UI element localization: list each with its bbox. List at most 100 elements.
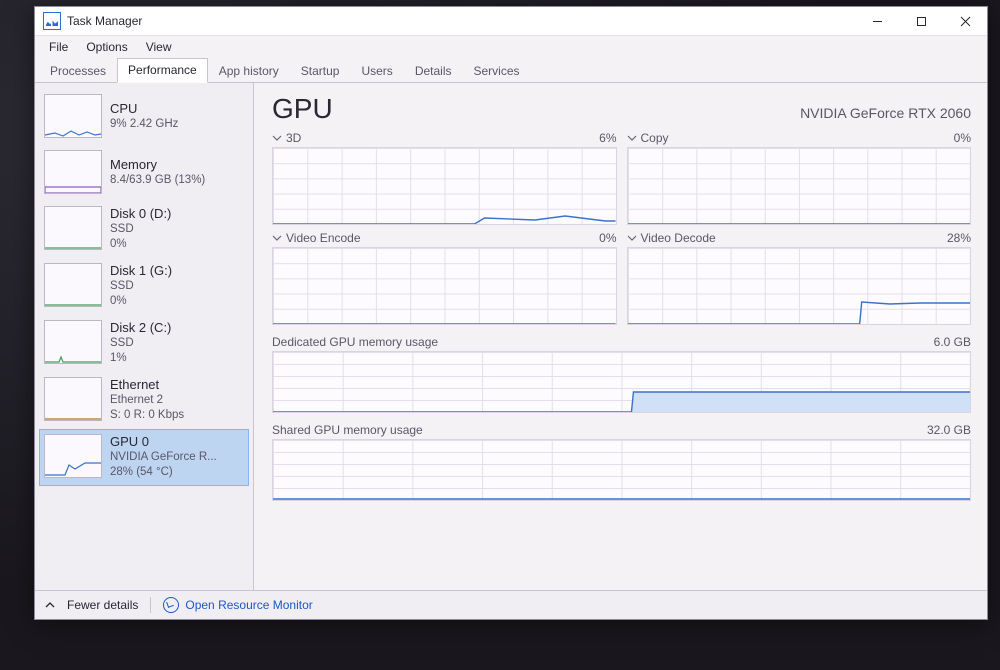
- sidebar-text: Disk 2 (C:)SSD1%: [110, 320, 171, 365]
- sidebar-item-line1: Ethernet 2: [110, 393, 184, 407]
- sidebar-item-cpu[interactable]: CPU9% 2.42 GHz: [39, 89, 249, 145]
- desktop-background: Task Manager File Options View Processes…: [0, 0, 1000, 670]
- sidebar-item-line1: 8.4/63.9 GB (13%): [110, 173, 205, 187]
- chart-grid: 3D6% Copy 0% Video Encode 0% Video Decode 28%: [272, 129, 971, 325]
- sidebar-text: CPU9% 2.42 GHz: [110, 94, 178, 138]
- chart-value: 0%: [954, 131, 971, 145]
- chart-label: Video Decode: [641, 231, 716, 245]
- chevron-down-icon[interactable]: [272, 233, 282, 243]
- chart-value: 0%: [599, 231, 616, 245]
- sidebar-text: Disk 0 (D:)SSD0%: [110, 206, 171, 251]
- tab-details[interactable]: Details: [404, 59, 463, 83]
- wide-charts: Dedicated GPU memory usage6.0 GBShared G…: [272, 325, 971, 501]
- chevron-down-icon[interactable]: [627, 233, 637, 243]
- footer: Fewer details Open Resource Monitor: [35, 590, 987, 619]
- chevron-down-icon[interactable]: [627, 133, 637, 143]
- sidebar-item-disk-1-g-[interactable]: Disk 1 (G:)SSD0%: [39, 258, 249, 315]
- sidebar-item-line1: NVIDIA GeForce R...: [110, 450, 217, 464]
- chart-video-encode[interactable]: Video Encode 0%: [272, 229, 617, 325]
- sidebar-text: GPU 0NVIDIA GeForce R...28% (54 °C): [110, 434, 217, 479]
- sidebar-item-line2: 0%: [110, 237, 171, 251]
- open-resource-monitor-link[interactable]: Open Resource Monitor: [163, 597, 312, 613]
- minimize-icon: [872, 16, 883, 27]
- menu-options[interactable]: Options: [78, 38, 135, 56]
- task-manager-window: Task Manager File Options View Processes…: [34, 6, 988, 620]
- sidebar-thumb: [44, 320, 102, 364]
- main-panel: GPU NVIDIA GeForce RTX 2060 3D6%Copy0%Vi…: [254, 83, 987, 590]
- tab-services[interactable]: Services: [463, 59, 531, 83]
- chart-copy[interactable]: Copy 0%: [627, 129, 972, 225]
- sidebar-item-title: CPU: [110, 101, 178, 117]
- chart-max: 32.0 GB: [927, 423, 971, 437]
- sidebar-thumb: [44, 377, 102, 421]
- chart-canvas: [272, 247, 617, 325]
- sidebar-thumb: [44, 206, 102, 250]
- sidebar-item-disk-2-c-[interactable]: Disk 2 (C:)SSD1%: [39, 315, 249, 372]
- sidebar-item-title: Memory: [110, 157, 205, 173]
- chart-shared-gpu-memory-usage: Shared GPU memory usage 32.0 GB: [272, 421, 971, 501]
- maximize-icon: [916, 16, 927, 27]
- sidebar-item-title: Disk 0 (D:): [110, 206, 171, 222]
- close-icon: [960, 16, 971, 27]
- menubar: File Options View: [35, 36, 987, 58]
- resource-monitor-icon: [163, 597, 179, 613]
- body: CPU9% 2.42 GHz Memory8.4/63.9 GB (13%) Dis…: [35, 83, 987, 590]
- chart-label: Copy: [641, 131, 669, 145]
- titlebar[interactable]: Task Manager: [35, 7, 987, 36]
- chart-label: Shared GPU memory usage: [272, 423, 423, 437]
- close-button[interactable]: [943, 7, 987, 35]
- chevron-down-icon[interactable]: [272, 133, 282, 143]
- sidebar-item-line1: 9% 2.42 GHz: [110, 117, 178, 131]
- page-title: GPU: [272, 93, 333, 125]
- main-header: GPU NVIDIA GeForce RTX 2060: [272, 93, 971, 125]
- chevron-up-icon[interactable]: [45, 600, 55, 610]
- sidebar-item-line2: 28% (54 °C): [110, 465, 217, 479]
- sidebar-item-gpu-0[interactable]: GPU 0NVIDIA GeForce R...28% (54 °C): [39, 429, 249, 486]
- chart-canvas: [627, 147, 972, 225]
- sidebar-item-line1: SSD: [110, 279, 172, 293]
- sidebar-text: EthernetEthernet 2S: 0 R: 0 Kbps: [110, 377, 184, 422]
- chart-dedicated-gpu-memory-usage: Dedicated GPU memory usage6.0 GB: [272, 333, 971, 413]
- tab-performance[interactable]: Performance: [117, 58, 208, 83]
- sidebar-item-disk-0-d-[interactable]: Disk 0 (D:)SSD0%: [39, 201, 249, 258]
- sidebar-text: Memory8.4/63.9 GB (13%): [110, 150, 205, 194]
- sidebar-thumb: [44, 150, 102, 194]
- sidebar-item-line2: S: 0 R: 0 Kbps: [110, 408, 184, 422]
- chart-3d[interactable]: 3D6%: [272, 129, 617, 225]
- chart-canvas: [272, 439, 971, 501]
- menu-file[interactable]: File: [41, 38, 76, 56]
- sidebar: CPU9% 2.42 GHz Memory8.4/63.9 GB (13%) Dis…: [35, 83, 254, 590]
- sidebar-item-memory[interactable]: Memory8.4/63.9 GB (13%): [39, 145, 249, 201]
- chart-value: 28%: [947, 231, 971, 245]
- sidebar-item-line2: 1%: [110, 351, 171, 365]
- fewer-details-link[interactable]: Fewer details: [67, 598, 138, 612]
- tab-processes[interactable]: Processes: [39, 59, 117, 83]
- chart-label: Video Encode: [286, 231, 361, 245]
- minimize-button[interactable]: [855, 7, 899, 35]
- device-name: NVIDIA GeForce RTX 2060: [800, 105, 971, 121]
- sidebar-item-title: Disk 2 (C:): [110, 320, 171, 336]
- sidebar-item-line2: 0%: [110, 294, 172, 308]
- sidebar-item-ethernet[interactable]: EthernetEthernet 2S: 0 R: 0 Kbps: [39, 372, 249, 429]
- chart-canvas: [627, 247, 972, 325]
- chart-value: 6%: [599, 131, 616, 145]
- sidebar-thumb: [44, 263, 102, 307]
- chart-canvas: [272, 351, 971, 413]
- sidebar-item-title: GPU 0: [110, 434, 217, 450]
- tab-startup[interactable]: Startup: [290, 59, 351, 83]
- chart-max: 6.0 GB: [934, 335, 971, 349]
- chart-video-decode[interactable]: Video Decode 28%: [627, 229, 972, 325]
- app-icon: [43, 12, 61, 30]
- sidebar-thumb: [44, 94, 102, 138]
- sidebar-item-line1: SSD: [110, 336, 171, 350]
- menu-view[interactable]: View: [138, 38, 180, 56]
- sidebar-item-line1: SSD: [110, 222, 171, 236]
- maximize-button[interactable]: [899, 7, 943, 35]
- sidebar-text: Disk 1 (G:)SSD0%: [110, 263, 172, 308]
- tab-users[interactable]: Users: [350, 59, 403, 83]
- tab-app-history[interactable]: App history: [208, 59, 290, 83]
- sidebar-thumb: [44, 434, 102, 478]
- sidebar-item-title: Ethernet: [110, 377, 184, 393]
- divider: [150, 597, 151, 613]
- window-title: Task Manager: [67, 14, 142, 28]
